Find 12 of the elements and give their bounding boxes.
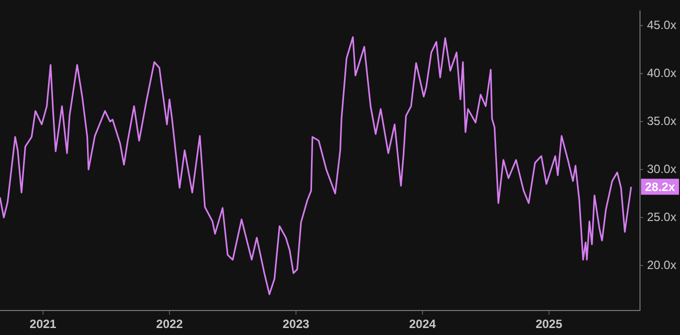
y-tick-label: 30.0x [647, 162, 676, 176]
y-tick-label: 25.0x [647, 210, 676, 224]
y-tick-label: 45.0x [647, 18, 676, 32]
y-tick-label: 40.0x [647, 66, 676, 80]
y-tick-label: 20.0x [647, 258, 676, 272]
y-tick-label: 35.0x [647, 114, 676, 128]
x-tick-label: 2021 [30, 317, 57, 332]
x-tick-label: 2024 [409, 317, 436, 332]
x-tick-label: 2022 [156, 317, 184, 332]
x-tick-label: 2023 [282, 317, 310, 332]
x-tick-label: 2025 [536, 317, 563, 332]
data-label: 28.2x [645, 180, 676, 194]
